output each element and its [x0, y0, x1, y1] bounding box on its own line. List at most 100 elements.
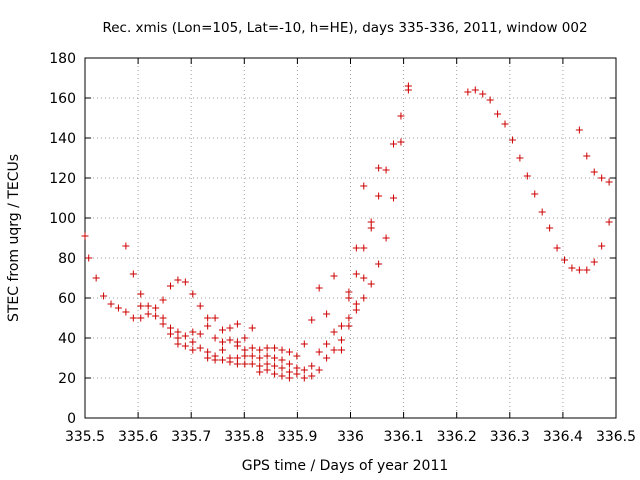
y-tick-label: 20	[58, 371, 76, 387]
data-point	[92, 274, 100, 282]
data-point	[256, 346, 264, 354]
data-point	[174, 328, 182, 336]
data-point	[575, 126, 583, 134]
data-point	[256, 368, 264, 376]
data-point	[293, 352, 301, 360]
data-point	[241, 360, 249, 368]
data-point	[345, 322, 353, 330]
data-point	[308, 316, 316, 324]
data-point	[204, 354, 212, 362]
data-point	[204, 314, 212, 322]
data-point	[501, 120, 509, 128]
data-point	[330, 346, 338, 354]
data-point	[397, 138, 405, 146]
data-point	[278, 372, 286, 380]
data-points	[81, 82, 613, 382]
x-tick-label: 336.2	[437, 429, 477, 445]
data-point	[360, 244, 368, 252]
y-tick-label: 100	[49, 211, 76, 227]
data-point	[367, 280, 375, 288]
x-tick-label: 336.5	[596, 429, 636, 445]
data-point	[189, 290, 197, 298]
data-point	[560, 256, 568, 264]
data-point	[226, 324, 234, 332]
data-point	[196, 302, 204, 310]
data-point	[248, 344, 256, 352]
data-point	[293, 364, 301, 372]
data-point	[323, 354, 331, 362]
data-point	[285, 368, 293, 376]
data-point	[390, 194, 398, 202]
y-tick-label: 180	[49, 51, 76, 67]
data-point	[129, 314, 137, 322]
chart-title: Rec. xmis (Lon=105, Lat=-10, h=HE), days…	[102, 20, 587, 36]
data-point	[219, 356, 227, 364]
data-point	[159, 296, 167, 304]
data-point	[233, 360, 241, 368]
data-point	[152, 312, 160, 320]
data-point	[285, 348, 293, 356]
data-point	[323, 340, 331, 348]
data-point	[233, 320, 241, 328]
data-point	[315, 348, 323, 356]
data-point	[508, 136, 516, 144]
data-point	[204, 348, 212, 356]
data-point	[219, 326, 227, 334]
data-point	[219, 338, 227, 346]
data-point	[360, 274, 368, 282]
data-point	[390, 140, 398, 148]
data-point	[330, 328, 338, 336]
data-point	[174, 340, 182, 348]
data-point	[81, 232, 89, 240]
data-point	[367, 218, 375, 226]
data-point	[226, 358, 234, 366]
data-point	[159, 314, 167, 322]
data-point	[330, 272, 338, 280]
data-point	[382, 234, 390, 242]
data-point	[323, 310, 331, 318]
data-point	[271, 362, 279, 370]
data-point	[352, 300, 360, 308]
data-point	[189, 346, 197, 354]
data-point	[471, 86, 479, 94]
x-axis-label: GPS time / Days of year 2011	[242, 458, 449, 474]
data-point	[375, 192, 383, 200]
data-point	[300, 374, 308, 382]
data-point	[226, 336, 234, 344]
data-point	[233, 342, 241, 350]
data-point	[308, 372, 316, 380]
x-tick-label: 335.8	[224, 429, 264, 445]
data-point	[263, 344, 271, 352]
data-point	[598, 174, 606, 182]
data-point	[546, 224, 554, 232]
x-tick-label: 336.3	[490, 429, 530, 445]
data-point	[137, 314, 145, 322]
data-point	[137, 302, 145, 310]
data-point	[196, 330, 204, 338]
data-point	[352, 306, 360, 314]
data-point	[479, 90, 487, 98]
y-tick-labels: 0 20 40 60 80 100 120 140 160 180	[49, 51, 76, 427]
data-point	[263, 352, 271, 360]
data-point	[300, 366, 308, 374]
data-point	[256, 354, 264, 362]
data-point	[189, 328, 197, 336]
y-tick-label: 60	[58, 291, 76, 307]
data-point	[285, 360, 293, 368]
axis-ticks	[84, 57, 617, 419]
data-point	[337, 336, 345, 344]
data-point	[137, 290, 145, 298]
data-point	[241, 334, 249, 342]
data-point	[583, 152, 591, 160]
data-point	[181, 342, 189, 350]
data-point	[345, 294, 353, 302]
data-point	[248, 360, 256, 368]
x-tick-label: 335.7	[171, 429, 211, 445]
data-point	[271, 344, 279, 352]
data-point	[367, 224, 375, 232]
data-point	[241, 352, 249, 360]
data-point	[181, 332, 189, 340]
data-point	[166, 282, 174, 290]
y-tick-label: 120	[49, 171, 76, 187]
data-point	[352, 270, 360, 278]
